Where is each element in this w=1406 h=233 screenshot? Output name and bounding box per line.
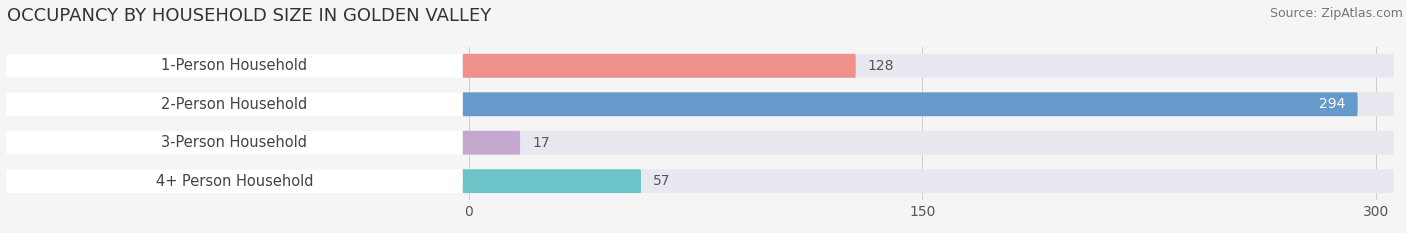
Text: OCCUPANCY BY HOUSEHOLD SIZE IN GOLDEN VALLEY: OCCUPANCY BY HOUSEHOLD SIZE IN GOLDEN VA…: [7, 7, 491, 25]
FancyBboxPatch shape: [6, 131, 1393, 155]
Text: 57: 57: [654, 174, 671, 188]
FancyBboxPatch shape: [463, 92, 1358, 116]
FancyBboxPatch shape: [463, 169, 641, 193]
FancyBboxPatch shape: [6, 131, 463, 155]
FancyBboxPatch shape: [6, 92, 1393, 116]
FancyBboxPatch shape: [463, 54, 856, 78]
Text: 294: 294: [1319, 97, 1346, 111]
Text: 1-Person Household: 1-Person Household: [162, 58, 308, 73]
FancyBboxPatch shape: [6, 169, 463, 193]
Text: Source: ZipAtlas.com: Source: ZipAtlas.com: [1270, 7, 1403, 20]
FancyBboxPatch shape: [6, 169, 1393, 193]
FancyBboxPatch shape: [6, 92, 463, 116]
FancyBboxPatch shape: [6, 54, 463, 78]
Text: 2-Person Household: 2-Person Household: [162, 97, 308, 112]
Text: 17: 17: [531, 136, 550, 150]
Text: 128: 128: [868, 59, 894, 73]
FancyBboxPatch shape: [6, 54, 1393, 78]
Text: 4+ Person Household: 4+ Person Household: [156, 174, 314, 189]
FancyBboxPatch shape: [463, 131, 520, 155]
Text: 3-Person Household: 3-Person Household: [162, 135, 308, 150]
